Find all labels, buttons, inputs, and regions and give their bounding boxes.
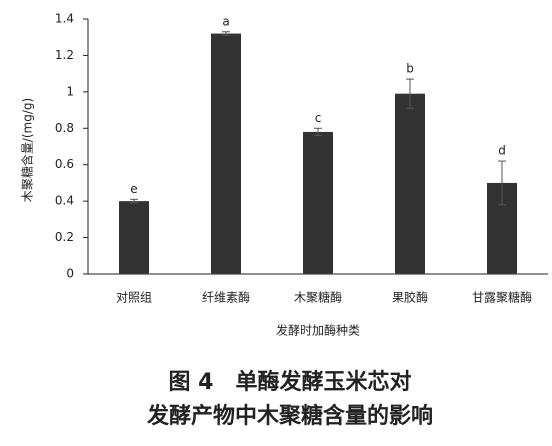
x-tick-label: 果胶酶: [392, 290, 428, 305]
x-tick-label: 木聚糖酶: [294, 290, 342, 305]
significance-letter: a: [222, 14, 229, 28]
x-tick-label: 对照组: [116, 291, 152, 305]
y-axis-label: 木聚糖含量/(mg/g): [20, 98, 35, 202]
bar: [119, 201, 149, 274]
x-tick-label: 纤维素酶: [202, 290, 250, 305]
bar: [395, 93, 425, 274]
significance-letter: c: [315, 111, 322, 125]
x-axis-label: 发酵时加酶种类: [276, 323, 360, 338]
bar: [303, 131, 333, 274]
y-tick-label: 0.8: [55, 121, 74, 135]
bar: [211, 33, 241, 275]
x-tick-label: 甘露聚糖酶: [472, 290, 532, 305]
y-tick-label: 0.6: [55, 157, 74, 171]
y-tick-label: 0.2: [55, 230, 74, 244]
y-tick-label: 1.2: [55, 48, 74, 62]
significance-letter: b: [406, 62, 414, 76]
significance-letter: e: [130, 182, 137, 196]
y-tick-label: 0: [66, 267, 74, 281]
caption: 图 4 单酶发酵玉米芯对: [169, 369, 412, 395]
significance-letter: d: [498, 144, 506, 158]
y-tick-label: 1: [66, 84, 74, 98]
caption: 发酵产物中木聚糖含量的影响: [146, 403, 433, 429]
y-tick-label: 1.4: [55, 12, 74, 26]
y-tick-label: 0.4: [55, 194, 74, 208]
